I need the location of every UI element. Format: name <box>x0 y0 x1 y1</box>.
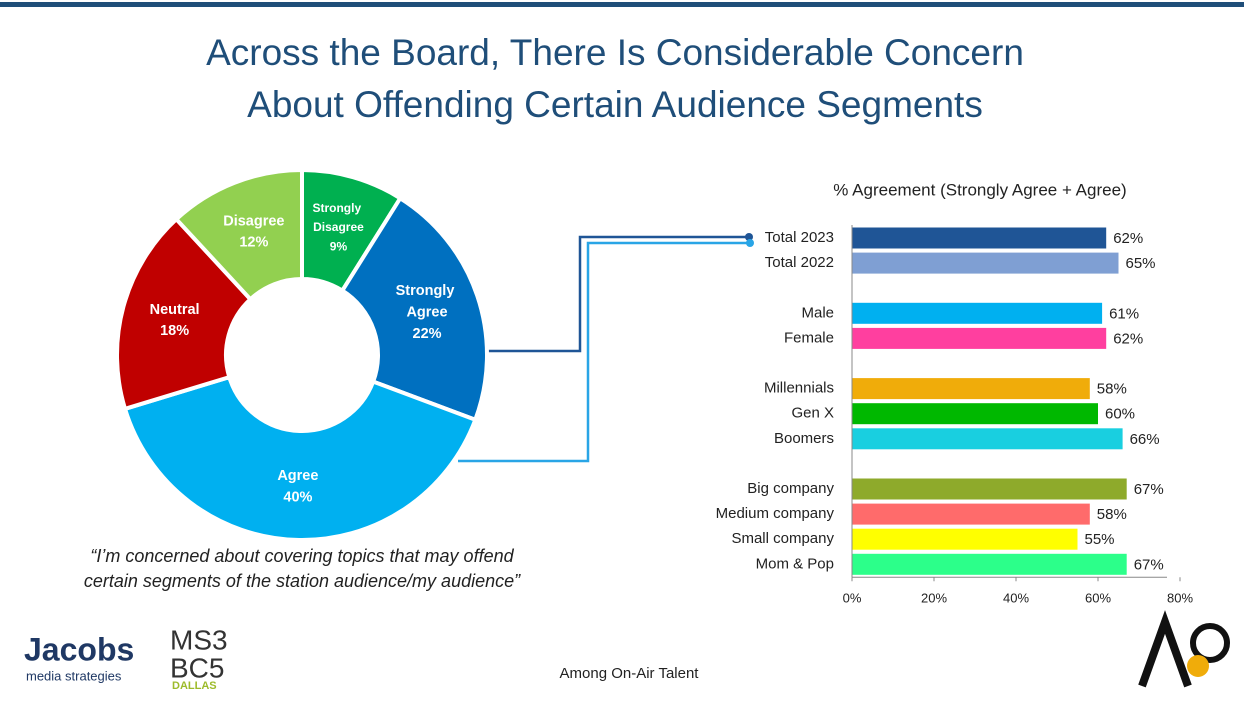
y-category-label: Big company <box>747 480 834 497</box>
logo-msbc: BC5 <box>170 652 224 683</box>
x-tick-label: 60% <box>1085 591 1111 606</box>
y-category-label: Boomers <box>774 430 834 447</box>
bar-chart-title: % Agreement (Strongly Agree + Agree) <box>833 180 1126 199</box>
bar-value-label: 62% <box>1113 330 1143 347</box>
bar <box>852 503 1090 525</box>
y-category-label: Total 2022 <box>765 254 834 271</box>
x-tick-label: 20% <box>921 591 947 606</box>
slice-value-label: 18% <box>160 323 189 339</box>
connector-dot <box>745 233 753 241</box>
bar <box>852 378 1090 400</box>
bar-value-label: 58% <box>1097 381 1127 398</box>
connector <box>485 235 748 353</box>
bar-value-label: 58% <box>1097 506 1127 523</box>
bar-value-label: 62% <box>1113 230 1143 247</box>
logo-msbc: MS3 <box>170 624 228 655</box>
slice-label: Strongly Agree <box>396 283 459 321</box>
bar <box>852 252 1119 274</box>
bar <box>852 478 1127 500</box>
x-tick-label: 80% <box>1167 591 1193 606</box>
y-category-label: Mom & Pop <box>756 555 834 572</box>
slice-label: Agree <box>277 468 318 484</box>
bar-value-label: 55% <box>1085 531 1115 548</box>
donut-slice <box>115 216 254 412</box>
y-category-label: Female <box>784 329 834 346</box>
bar <box>852 528 1078 550</box>
logo-a5 <box>1138 610 1230 688</box>
slice-value-label: 9% <box>330 239 348 253</box>
quote: “I’m concerned about covering topics tha… <box>90 546 514 566</box>
footer: Among On-Air Talent <box>560 665 700 682</box>
y-category-label: Small company <box>731 530 834 547</box>
bar-value-label: 66% <box>1130 431 1160 448</box>
y-category-label: Male <box>801 304 834 321</box>
slice-value-label: 12% <box>239 235 268 251</box>
bar-value-label: 61% <box>1109 305 1139 322</box>
quote: certain segments of the station audience… <box>84 571 521 591</box>
x-tick-label: 0% <box>843 591 862 606</box>
slice-value-label: 22% <box>413 326 442 342</box>
bar-value-label: 65% <box>1126 255 1156 272</box>
logo-jacobs-sub: media strategies <box>26 668 122 683</box>
slice-label: Disagree <box>223 213 284 229</box>
logo-jacobs: Jacobs <box>24 631 134 667</box>
logo-msbc: DALLAS <box>172 680 217 692</box>
bar-value-label: 67% <box>1134 556 1164 573</box>
x-tick-label: 40% <box>1003 591 1029 606</box>
bar-value-label: 67% <box>1134 481 1164 498</box>
bar <box>852 227 1107 249</box>
donut-slice <box>173 167 304 303</box>
connector-dot <box>746 239 754 247</box>
connector <box>458 241 749 463</box>
y-category-label: Total 2023 <box>765 229 834 246</box>
y-category-label: Gen X <box>791 405 834 422</box>
bar <box>852 553 1127 575</box>
bar-value-label: 60% <box>1105 406 1135 423</box>
bar <box>852 327 1107 349</box>
slice-label: Strongly Disagree <box>312 201 364 234</box>
slice-label: Neutral <box>150 302 200 318</box>
slide-title: Across the Board, There Is Considerable … <box>206 32 1024 73</box>
bar <box>852 302 1103 324</box>
donut-slice <box>339 195 489 423</box>
top-border <box>0 2 1244 7</box>
bar <box>852 403 1098 425</box>
slice-value-label: 40% <box>283 490 312 506</box>
y-category-label: Millennials <box>764 380 834 397</box>
bar <box>852 428 1123 450</box>
y-category-label: Medium company <box>716 505 835 522</box>
slide-title: About Offending Certain Audience Segment… <box>247 84 983 125</box>
donut-slice <box>122 374 478 542</box>
